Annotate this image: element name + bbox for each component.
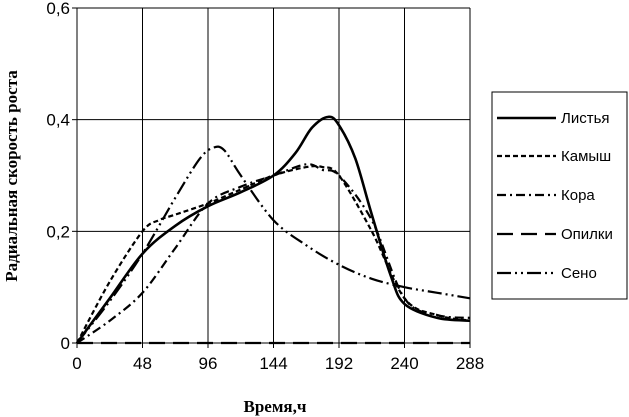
- legend-box: [491, 91, 628, 300]
- x-tick-label: 48: [133, 354, 152, 373]
- legend-label-5: Сено: [561, 265, 597, 282]
- x-tick-label: 96: [199, 354, 218, 373]
- x-tick-label: 144: [259, 354, 287, 373]
- series-line-2: [76, 164, 471, 344]
- y-tick-label: 0,2: [46, 222, 70, 241]
- x-tick-label: 192: [325, 354, 353, 373]
- y-tick-label: 0,6: [46, 0, 70, 18]
- series-line-5: [76, 145, 471, 344]
- legend: Листья Камыш Кора Опилки Сено: [491, 91, 628, 300]
- y-axis-label: Радиальная скорость роста: [2, 70, 21, 282]
- legend-label-4: Опилки: [561, 226, 613, 243]
- grid: [76, 7, 471, 344]
- x-tick-label: 240: [390, 354, 418, 373]
- y-tick-label: 0,4: [46, 111, 70, 130]
- y-tick-label: 0: [61, 334, 70, 353]
- legend-label-3: Кора: [561, 187, 595, 204]
- legend-label-2: Камыш: [561, 148, 611, 165]
- axes: [72, 7, 471, 348]
- x-tick-label: 0: [72, 354, 81, 373]
- series-line-3: [76, 163, 471, 344]
- series-line-1: [75, 115, 471, 344]
- x-tick-label: 288: [456, 354, 484, 373]
- x-axis-label: Время,ч: [244, 397, 307, 416]
- legend-label-1: Листья: [561, 110, 610, 127]
- tick-labels: 0 48 96 144 192 240 288 0 0,2 0,4 0,6: [46, 0, 484, 373]
